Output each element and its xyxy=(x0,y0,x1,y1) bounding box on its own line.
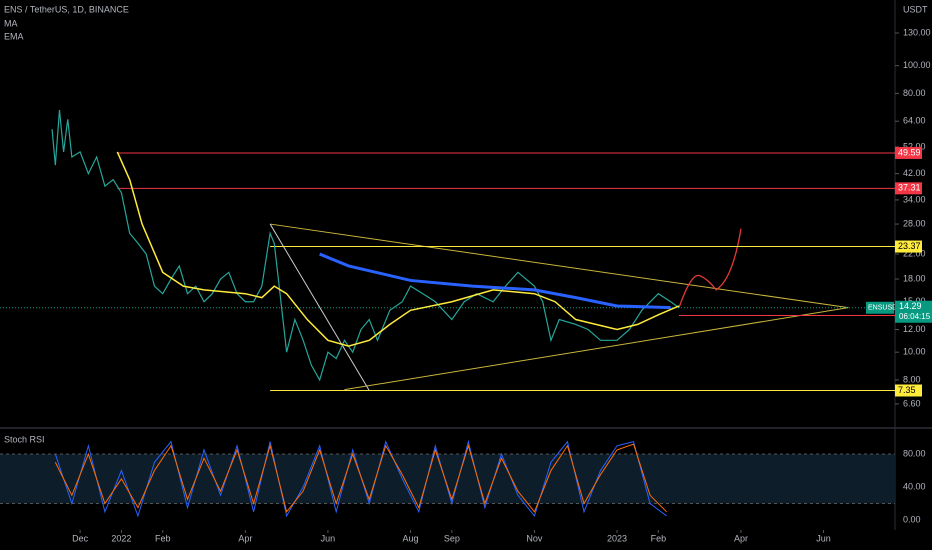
x-tick-label: 2022 xyxy=(111,533,131,543)
level-tag xyxy=(895,384,922,397)
symbol-label: ENSUSDT xyxy=(868,305,902,312)
indicator-line xyxy=(116,151,680,347)
indicator: EMA xyxy=(4,31,24,41)
x-tick-label: 2023 xyxy=(607,533,627,543)
trend-line xyxy=(344,307,849,391)
y-tick-label: 130.00 xyxy=(903,27,931,37)
y-tick-label: 28.00 xyxy=(903,218,926,228)
price-tag xyxy=(895,300,932,323)
stoch-line xyxy=(54,443,667,513)
y-tick-label: 100.00 xyxy=(903,60,931,70)
y-tick-label: 22.00 xyxy=(903,248,926,258)
x-tick-label: Apr xyxy=(238,533,252,543)
level-tag xyxy=(895,240,922,253)
y-tick-label: 80.00 xyxy=(903,88,926,98)
indicator: MA xyxy=(4,18,18,28)
chart-title: ENS / TetherUS, 1D, BINANCE xyxy=(4,4,129,14)
x-tick-label: Jun xyxy=(816,533,831,543)
x-tick-label: Jun xyxy=(321,533,336,543)
stoch-tick-label: 0.00 xyxy=(903,514,921,524)
x-tick-label: Nov xyxy=(526,533,543,543)
band xyxy=(0,454,895,504)
level-label: 49.59 xyxy=(898,147,921,157)
x-tick-label: Dec xyxy=(72,533,89,543)
y-tick-label: 64.00 xyxy=(903,116,926,126)
y-tick-label: 42.00 xyxy=(903,168,926,178)
y-tick-label: 52.00 xyxy=(903,141,926,151)
y-tick-label: 34.00 xyxy=(903,194,926,204)
level-label: 23.37 xyxy=(898,241,921,251)
stoch-tick-label: 40.00 xyxy=(903,481,926,491)
level-tag xyxy=(895,146,922,159)
currency: USDT xyxy=(903,4,928,14)
x-tick-label: Sep xyxy=(444,533,460,543)
price-label: 14.29 xyxy=(899,301,922,311)
stoch-tick-label: 80.00 xyxy=(903,448,926,458)
y-tick-label: 6.60 xyxy=(903,398,921,408)
y-tick-label: 18.00 xyxy=(903,273,926,283)
x-tick-label: Feb xyxy=(155,533,171,543)
x-tick-label: Apr xyxy=(734,533,748,543)
indicator-line xyxy=(319,252,671,310)
price-line xyxy=(51,109,680,382)
trend-line xyxy=(270,223,849,309)
level-label: 7.35 xyxy=(898,385,916,395)
countdown: 06:04:15 xyxy=(899,312,931,321)
level-tag xyxy=(895,182,922,195)
projection xyxy=(678,228,742,308)
y-tick-label: 8.00 xyxy=(903,374,921,384)
pane-title: Stoch RSI xyxy=(4,434,45,444)
trend-line xyxy=(269,223,370,391)
x-tick-label: Aug xyxy=(403,533,419,543)
y-tick-label: 12.00 xyxy=(903,324,926,334)
level-label: 37.31 xyxy=(898,183,921,193)
symbol-tag xyxy=(866,301,894,314)
y-tick-label: 10.00 xyxy=(903,347,926,357)
x-tick-label: Feb xyxy=(651,533,667,543)
